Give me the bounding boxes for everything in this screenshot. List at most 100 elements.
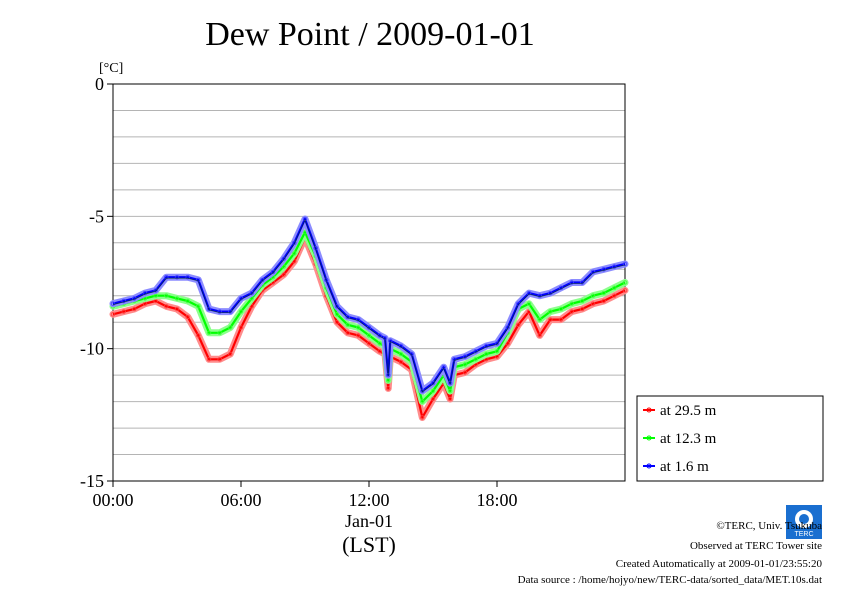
data-point	[174, 296, 180, 301]
data-point	[121, 298, 126, 304]
data-point	[612, 285, 617, 290]
data-point	[345, 330, 350, 335]
x-tick-label: 18:00	[476, 490, 517, 510]
data-point	[580, 280, 585, 285]
data-point	[505, 341, 510, 346]
data-point	[164, 293, 169, 298]
footer-source: Data source : /home/hojyo/new/TERC-data/…	[518, 574, 822, 586]
terc-logo: TERC	[786, 505, 822, 539]
legend-label: at 12.3 m	[660, 431, 717, 447]
data-point	[420, 399, 425, 404]
data-point	[206, 306, 212, 312]
series-group	[109, 215, 629, 421]
data-point	[228, 351, 233, 357]
data-point	[334, 304, 340, 309]
data-point	[601, 290, 606, 296]
data-point	[228, 325, 233, 330]
data-point	[558, 317, 564, 322]
data-point	[217, 309, 222, 314]
y-tick-label: -10	[80, 339, 104, 359]
data-point	[206, 357, 212, 362]
data-point	[612, 264, 617, 269]
data-point	[174, 275, 180, 280]
data-point	[580, 298, 585, 304]
data-point	[366, 333, 372, 338]
data-point	[590, 293, 596, 298]
y-unit-label: [°C]	[99, 61, 123, 76]
data-point	[622, 288, 628, 293]
data-point	[430, 396, 436, 402]
data-point	[494, 349, 500, 354]
data-point	[526, 301, 532, 306]
data-point	[462, 362, 468, 367]
data-point	[398, 359, 404, 365]
data-point	[249, 290, 254, 296]
data-point	[153, 288, 158, 293]
data-point	[281, 272, 286, 277]
data-point	[505, 325, 510, 330]
data-point	[462, 370, 468, 375]
data-point	[345, 314, 350, 320]
plot-border	[112, 83, 626, 482]
data-point	[622, 280, 628, 285]
data-point	[356, 317, 361, 322]
data-point	[526, 290, 532, 296]
data-point	[281, 264, 286, 269]
legend-marker	[646, 435, 652, 441]
data-point	[430, 388, 436, 394]
data-point	[447, 388, 453, 394]
data-point	[345, 322, 350, 327]
legend-box	[636, 395, 824, 482]
data-point	[238, 325, 244, 330]
data-point	[590, 301, 596, 306]
data-point	[622, 261, 628, 267]
y-tick-label: 0	[95, 74, 104, 94]
data-point	[430, 380, 436, 386]
data-point	[142, 290, 148, 296]
data-point	[590, 269, 596, 275]
data-point	[110, 301, 116, 306]
data-point	[537, 333, 542, 338]
data-point	[185, 275, 190, 280]
data-point	[238, 309, 244, 314]
data-point	[377, 341, 382, 346]
data-point	[377, 349, 382, 354]
data-point	[537, 317, 542, 322]
data-point	[601, 298, 606, 304]
data-point	[281, 256, 286, 261]
data-point	[447, 396, 453, 402]
legend-label: at 29.5 m	[660, 403, 717, 419]
data-point	[185, 298, 190, 304]
data-point	[121, 309, 126, 314]
data-point	[334, 312, 340, 317]
data-point	[174, 306, 180, 312]
data-point	[292, 251, 297, 256]
data-point	[386, 386, 391, 391]
plot-frame	[112, 83, 626, 482]
data-point	[548, 317, 553, 322]
data-point	[484, 351, 489, 357]
y-tick-label: -5	[89, 206, 104, 226]
data-point	[537, 293, 542, 298]
legend-marker	[646, 463, 652, 469]
data-point	[558, 306, 564, 312]
data-point	[217, 357, 222, 362]
data-point	[366, 341, 372, 346]
gridlines	[113, 83, 625, 482]
footer-observed: Observed at TERC Tower site	[690, 540, 822, 552]
data-point	[494, 341, 500, 346]
data-point	[270, 269, 276, 275]
data-point	[601, 267, 606, 272]
logo-text: TERC	[794, 531, 813, 538]
y-axis-ticks: 0 -5 -10 -15	[80, 74, 113, 491]
data-point	[356, 333, 361, 338]
x-tick-label: 00:00	[92, 490, 133, 510]
data-point	[398, 351, 404, 357]
data-point	[185, 314, 190, 320]
data-point	[569, 309, 574, 314]
data-point	[110, 312, 116, 317]
data-point	[217, 330, 222, 335]
legend-marker	[646, 407, 652, 413]
x-axis-label: (LST)	[342, 532, 396, 557]
